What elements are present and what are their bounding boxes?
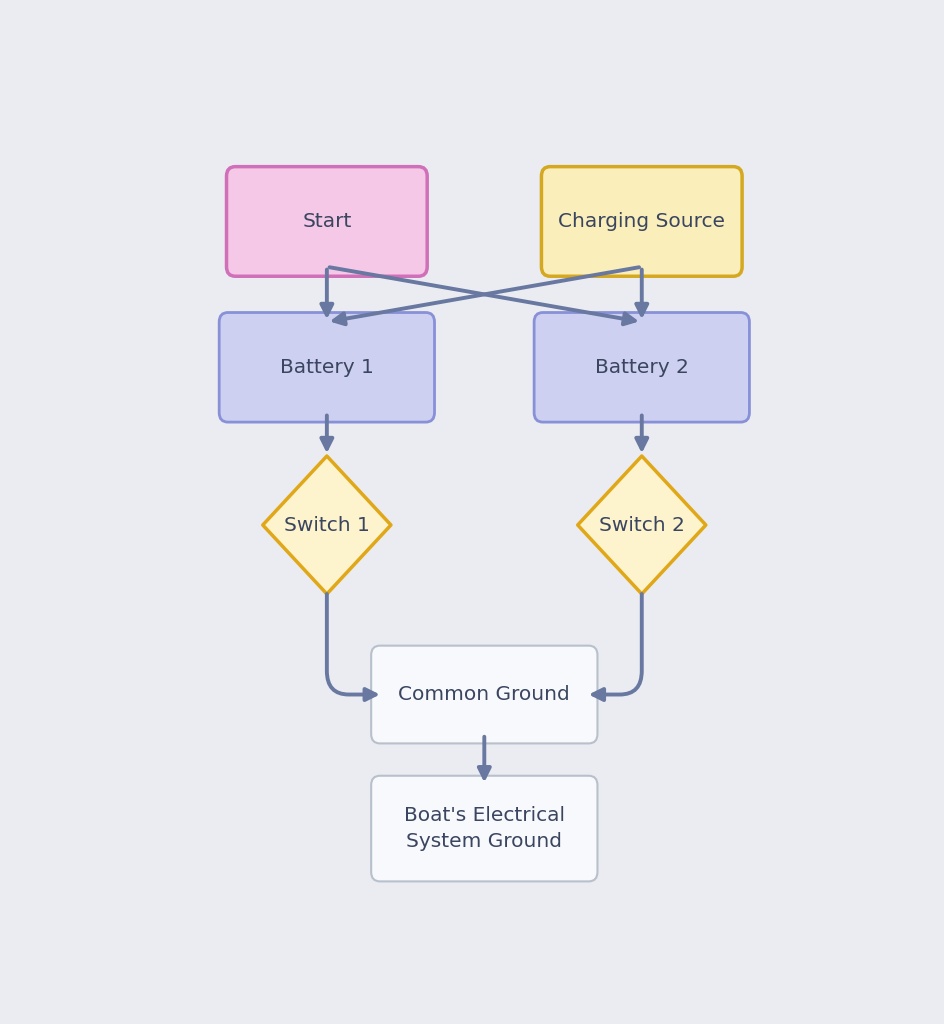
FancyBboxPatch shape [533,312,749,422]
Text: Charging Source: Charging Source [558,212,724,231]
FancyArrowPatch shape [327,594,375,700]
FancyBboxPatch shape [371,776,597,882]
Text: Switch 2: Switch 2 [598,515,684,535]
Polygon shape [262,456,391,594]
Text: Common Ground: Common Ground [398,685,569,705]
Text: Switch 1: Switch 1 [283,515,369,535]
Text: Start: Start [302,212,351,231]
FancyArrowPatch shape [593,594,641,700]
FancyBboxPatch shape [541,167,741,276]
Polygon shape [577,456,705,594]
Text: Boat's Electrical
System Ground: Boat's Electrical System Ground [403,806,565,851]
FancyBboxPatch shape [227,167,427,276]
Text: Battery 2: Battery 2 [594,357,688,377]
Text: Battery 1: Battery 1 [279,357,374,377]
FancyBboxPatch shape [371,646,597,743]
FancyBboxPatch shape [219,312,434,422]
